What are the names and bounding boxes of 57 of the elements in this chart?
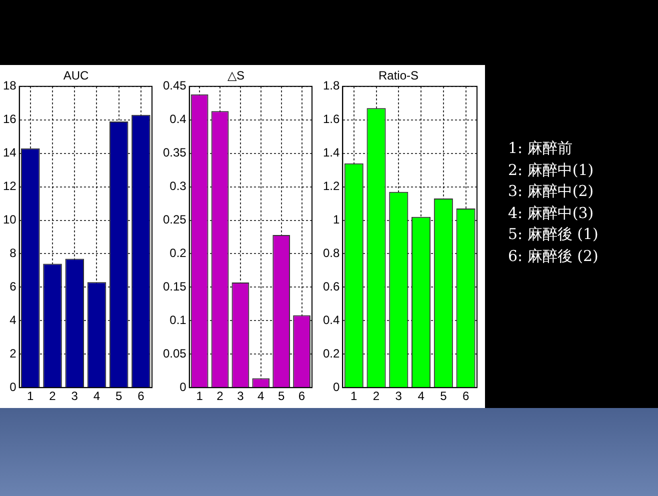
chart-title: Ratio-S xyxy=(378,68,419,83)
x-tick-label: 3 xyxy=(395,389,402,404)
y-tick-label: 6 xyxy=(10,280,17,294)
y-tick-label: 0.15 xyxy=(162,280,187,294)
y-tick-label: 0 xyxy=(180,380,187,394)
y-tick-label: 1.8 xyxy=(322,78,340,93)
chart-title: △S xyxy=(227,68,245,83)
y-tick-label: 0.2 xyxy=(322,346,340,360)
y-tick-label: 12 xyxy=(2,179,17,194)
x-tick-label: 4 xyxy=(93,389,100,404)
y-tick-label: 0.05 xyxy=(162,346,187,360)
text: 4: 麻醉中(3) xyxy=(508,204,594,222)
y-tick-label: 1.4 xyxy=(322,146,340,160)
chart-title: AUC xyxy=(63,68,89,83)
y-tick-label: 1.2 xyxy=(322,179,340,194)
y-tick-label: 1.6 xyxy=(322,112,340,126)
y-tick-label: 8 xyxy=(10,246,17,260)
text: 3: 麻醉中(2) xyxy=(508,182,594,200)
x-tick-label: 6 xyxy=(138,389,145,404)
x-tick-label: 3 xyxy=(237,389,244,404)
text: 5: 麻醉後 (1) xyxy=(508,225,598,243)
x-tick-label: 6 xyxy=(462,389,470,404)
x-tick-label: 1 xyxy=(196,389,204,404)
y-tick-label: 0.25 xyxy=(162,212,187,227)
y-tick-label: 0.8 xyxy=(322,246,340,260)
y-tick-label: 0.4 xyxy=(322,312,340,327)
y-tick-label: 0.4 xyxy=(170,112,187,126)
y-tick-label: 0.2 xyxy=(170,246,187,260)
x-tick-label: 5 xyxy=(278,389,285,404)
x-tick-label: 4 xyxy=(418,389,425,404)
y-tick-label: 0.45 xyxy=(162,78,187,93)
y-tick-label: 10 xyxy=(2,212,17,227)
x-tick-label: 6 xyxy=(298,389,306,404)
text: 6: 麻醉後 (2) xyxy=(508,246,598,264)
x-tick-label: 2 xyxy=(49,389,56,404)
x-tick-label: 1 xyxy=(350,389,358,404)
y-tick-label: 2 xyxy=(10,346,17,360)
x-tick-label: 5 xyxy=(440,389,448,404)
y-tick-label: 16 xyxy=(2,112,17,126)
y-tick-label: 18 xyxy=(2,78,17,93)
x-tick-label: 5 xyxy=(115,389,122,404)
text: 2: 麻醉中(1) xyxy=(508,160,594,178)
x-tick-label: 1 xyxy=(27,389,34,404)
y-tick-label: 0 xyxy=(10,380,17,394)
y-tick-label: 0.35 xyxy=(162,146,187,160)
y-tick-label: 4 xyxy=(10,312,17,327)
y-tick-label: 0.6 xyxy=(322,280,340,294)
x-tick-label: 3 xyxy=(71,389,78,404)
x-tick-label: 4 xyxy=(258,389,265,404)
y-tick-label: 0.3 xyxy=(170,179,187,194)
x-tick-label: 2 xyxy=(372,389,380,404)
y-tick-label: 14 xyxy=(2,146,17,160)
text: 1: 麻醉前 xyxy=(508,139,572,157)
y-tick-label: 0.1 xyxy=(170,312,187,327)
x-tick-label: 2 xyxy=(216,389,224,404)
y-tick-label: 1 xyxy=(332,212,340,227)
y-tick-label: 0 xyxy=(332,380,340,394)
